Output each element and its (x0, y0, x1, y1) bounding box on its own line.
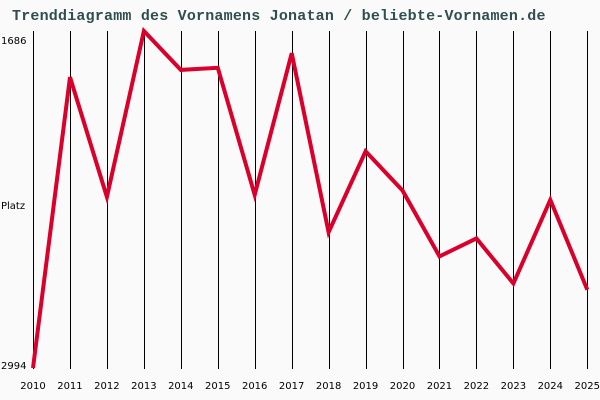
x-tick-label: 2011 (57, 381, 83, 392)
x-tick-label: 2025 (574, 381, 600, 392)
x-tick-label: 2018 (315, 381, 342, 392)
x-tick-label: 2012 (94, 381, 120, 392)
x-tick-label: 2020 (389, 381, 416, 392)
y-axis-top-label: 1686 (1, 36, 27, 47)
y-axis-label: Platz (1, 201, 26, 212)
x-tick-label: 2016 (241, 381, 268, 392)
x-tick-label: 2021 (426, 381, 453, 392)
x-tick-label: 2014 (168, 381, 194, 392)
x-tick-label: 2022 (463, 381, 490, 392)
y-axis-bottom-label: 2994 (1, 361, 27, 372)
x-tick-label: 2024 (537, 381, 564, 392)
x-tick-label: 2015 (205, 381, 231, 392)
x-tick-label: 2010 (20, 381, 46, 392)
x-tick-label: 2017 (278, 381, 305, 392)
x-tick-label: 2019 (352, 381, 379, 392)
x-tick-label: 2013 (131, 381, 157, 392)
trend-line (31, 26, 590, 369)
chart-title: Trenddiagramm des Vornamens Jonatan / be… (12, 8, 546, 25)
x-tick-label: 2023 (500, 381, 527, 392)
